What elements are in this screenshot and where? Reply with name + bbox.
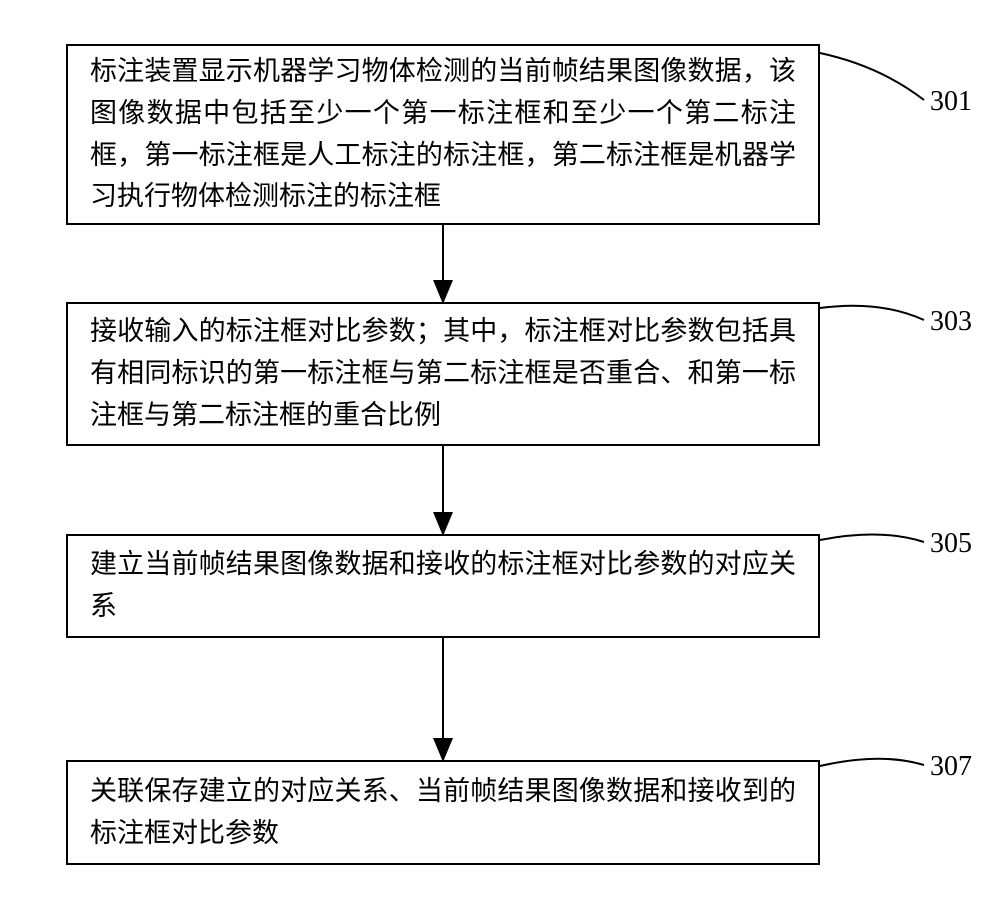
leader-n303	[820, 306, 924, 320]
leader-n301	[820, 53, 924, 100]
leader-n307	[820, 759, 924, 766]
connector-layer	[0, 0, 1000, 921]
leader-n305	[820, 534, 924, 542]
flowchart-canvas: 标注装置显示机器学习物体检测的当前帧结果图像数据，该图像数据中包括至少一个第一标…	[0, 0, 1000, 921]
